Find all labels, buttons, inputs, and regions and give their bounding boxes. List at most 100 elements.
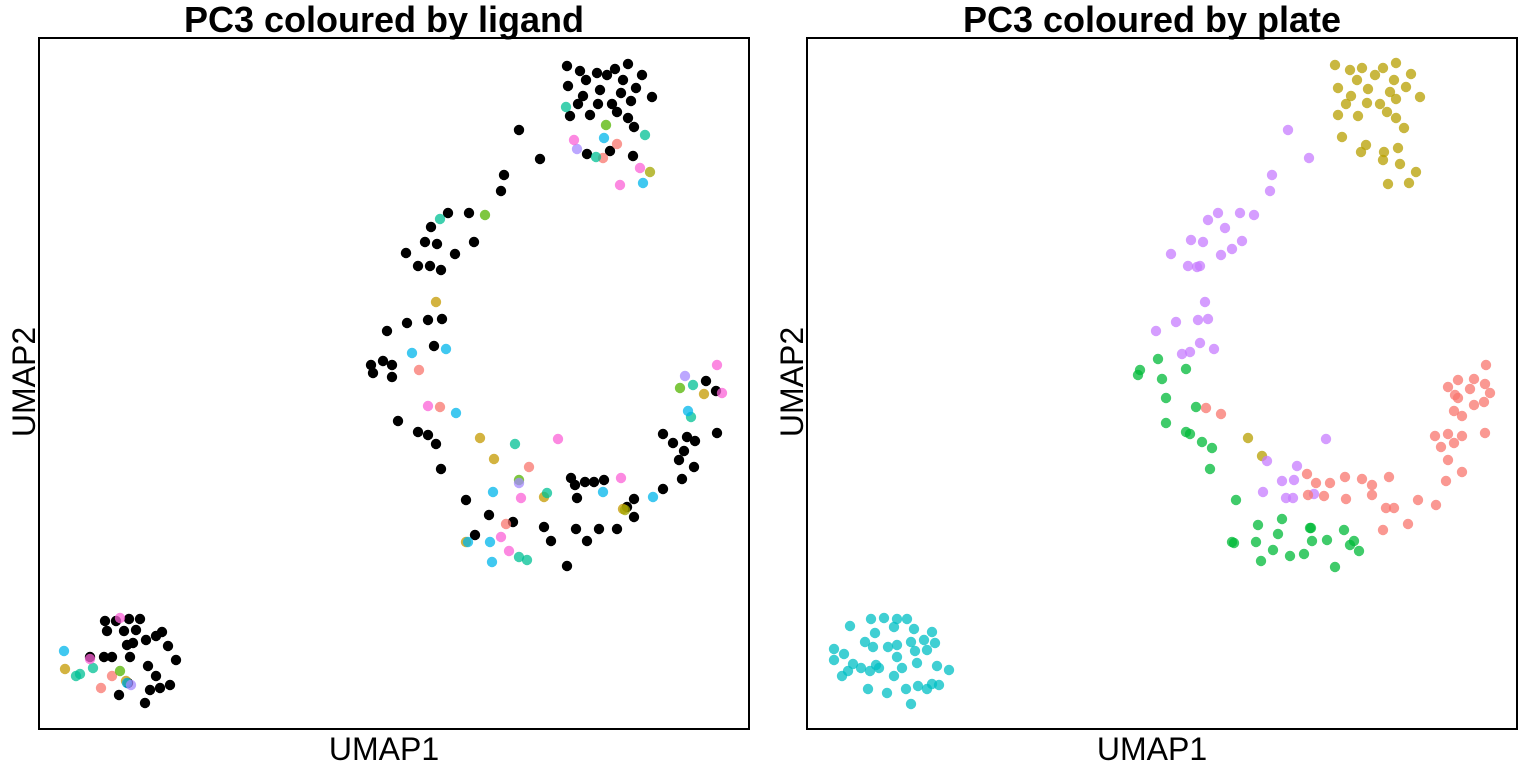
data-point [646,91,658,103]
data-point [901,613,913,625]
data-point [604,145,616,157]
data-point [625,95,637,107]
data-point [1394,158,1406,170]
data-point [1332,109,1344,121]
data-point [1468,373,1480,385]
data-point [114,665,126,677]
data-point [1176,348,1188,360]
plate-panel: PC3 coloured by plate UMAP2 UMAP1 [768,0,1536,768]
data-point [1464,383,1476,395]
data-point [1215,408,1227,420]
data-point [1442,428,1454,440]
data-point [428,340,440,352]
data-point [700,375,712,387]
data-point [1165,248,1177,260]
data-point [1324,477,1336,489]
data-point [1160,392,1172,404]
data-point [154,682,166,694]
data-point [474,432,486,444]
data-point [1264,185,1276,197]
data-point [828,654,840,666]
data-point [460,494,472,506]
data-point [674,382,686,394]
data-point [521,554,533,566]
data-point [1412,494,1424,506]
data-point [647,491,659,503]
data-point [430,296,442,308]
data-point [486,556,498,568]
data-point [908,623,920,635]
data-point [584,109,596,121]
data-point [434,401,446,413]
data-point [905,636,917,648]
data-point [1390,93,1402,105]
data-point [118,625,130,637]
data-point [381,325,393,337]
data-point [1377,154,1389,166]
data-point [412,260,424,272]
data-point [150,670,162,682]
data-point [921,644,933,656]
data-point [495,185,507,197]
data-point [431,238,443,250]
data-point [406,347,418,359]
data-point [1196,436,1208,448]
data-point [628,493,640,505]
data-point [931,660,943,672]
panel-border [806,37,1518,730]
data-point [1352,110,1364,122]
data-point [523,461,535,473]
data-point [392,415,404,427]
data-point [1479,427,1491,439]
data-point [1448,437,1460,449]
data-point [124,651,136,663]
data-point [716,387,728,399]
data-point [698,388,710,400]
data-point [424,260,436,272]
data-point [1182,260,1194,272]
data-point [615,472,627,484]
data-point [1366,489,1378,501]
data-point [601,69,613,81]
data-point [870,659,882,671]
data-point [1329,561,1341,573]
data-point [1206,442,1218,454]
data-point [1402,518,1414,530]
data-point [676,473,688,485]
data-point [1321,534,1333,546]
data-point [1197,236,1209,248]
data-point [847,658,859,670]
data-point [106,670,118,682]
plot-area-plate [806,37,1518,730]
data-point [611,138,623,150]
data-point [1234,207,1246,219]
data-point [1266,169,1278,181]
data-point [513,477,525,489]
data-point [367,367,379,379]
data-point [619,504,631,516]
data-point [560,101,572,113]
data-point [74,668,86,680]
data-point [1338,524,1350,536]
data-point [1392,142,1404,154]
data-point [657,483,669,495]
data-point [1382,178,1394,190]
data-point [1366,479,1378,491]
x-axis-label-plate: UMAP1 [1096,731,1208,767]
data-point [121,639,133,651]
data-point [1377,62,1389,74]
data-point [1302,489,1314,501]
data-point [592,98,604,110]
panel-border [38,37,750,730]
data-point [909,645,921,657]
data-point [561,60,573,72]
data-point [435,264,447,276]
data-point [580,74,592,86]
data-point [1448,405,1460,417]
data-point [1344,64,1356,76]
data-point [630,82,642,94]
data-point [545,535,557,547]
data-point [1257,486,1269,498]
data-point [1356,62,1368,74]
data-point [1332,82,1344,94]
